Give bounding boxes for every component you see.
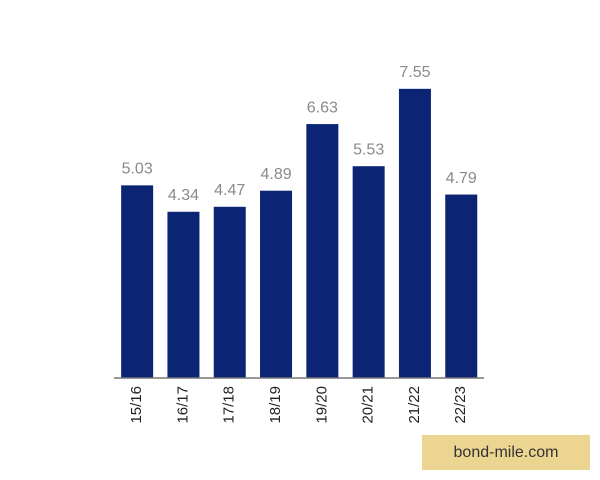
bar — [398, 88, 431, 379]
data-label: 7.55 — [399, 64, 430, 81]
x-tick-label: 17/18 — [221, 386, 238, 424]
bar — [445, 194, 478, 378]
data-label: 4.79 — [446, 170, 477, 187]
watermark-box — [422, 435, 590, 470]
x-tick-label: 19/20 — [313, 386, 330, 424]
data-label: 4.89 — [260, 166, 291, 183]
x-tick-label: 20/21 — [360, 386, 377, 424]
data-label: 4.34 — [168, 187, 199, 204]
watermark: bond-mile.com — [454, 444, 559, 461]
bar — [121, 185, 154, 378]
x-tick-label: 16/17 — [174, 386, 191, 424]
data-label: 4.47 — [214, 182, 245, 199]
bar — [306, 124, 339, 378]
x-tick-label: 22/23 — [452, 386, 469, 424]
bar — [213, 206, 246, 378]
bar — [260, 190, 293, 378]
x-tick-label: 15/16 — [128, 386, 145, 424]
bar — [352, 166, 385, 378]
data-label: 5.03 — [122, 161, 153, 178]
data-label: 6.63 — [307, 99, 338, 116]
data-label: 5.53 — [353, 141, 384, 158]
bar — [167, 211, 200, 378]
x-tick-label: 21/22 — [406, 386, 423, 424]
x-tick-label: 18/19 — [267, 386, 284, 424]
